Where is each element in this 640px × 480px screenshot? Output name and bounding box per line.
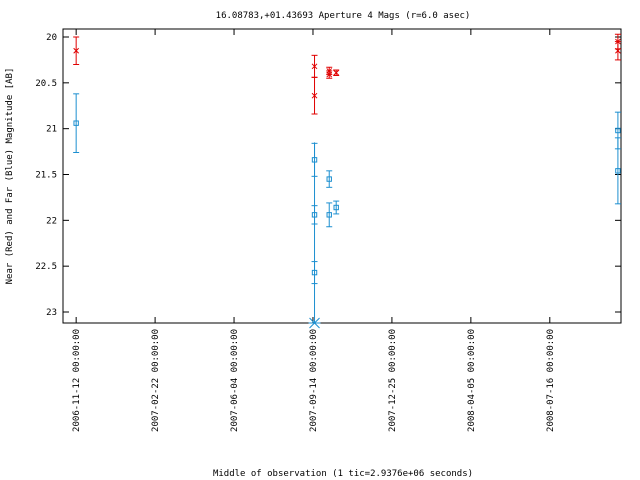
x-tick-label: 2008-07-16 00:00:00 bbox=[546, 329, 556, 432]
x-marker bbox=[311, 92, 318, 99]
far-point-7 bbox=[333, 200, 340, 215]
x-tick-label: 2006-11-12 00:00:00 bbox=[72, 329, 82, 432]
y-tick-label: 23 bbox=[46, 308, 57, 318]
chart-title: 16.08783,+01.43693 Aperture 4 Mags (r=6.… bbox=[216, 11, 471, 21]
far-point-4 bbox=[308, 317, 321, 329]
far-point-9 bbox=[614, 137, 621, 205]
far-point-3 bbox=[311, 261, 318, 285]
x-axis-label: Middle of observation (1 tic=2.9376e+06 … bbox=[213, 469, 473, 479]
near-point-5 bbox=[333, 69, 340, 76]
square-marker bbox=[333, 204, 339, 211]
square-marker bbox=[311, 157, 318, 163]
plot-area bbox=[62, 28, 622, 324]
asterisk-marker bbox=[308, 317, 321, 329]
near-point-7 bbox=[614, 41, 621, 61]
x-marker bbox=[311, 63, 318, 70]
y-tick-label: 21.5 bbox=[35, 171, 57, 181]
near-point-0 bbox=[73, 36, 80, 65]
x-tick-label: 2007-09-14 00:00:00 bbox=[309, 329, 319, 432]
far-point-5 bbox=[326, 170, 333, 188]
y-axis-label: Near (Red) and Far (Blue) Magnitude [AB] bbox=[5, 68, 15, 285]
square-marker bbox=[615, 168, 621, 174]
square-marker bbox=[326, 176, 332, 182]
y-axis: 20 20.5 21 21.5 22 22.5 23 bbox=[35, 33, 621, 318]
square-marker bbox=[326, 212, 332, 218]
x-marker bbox=[326, 71, 333, 78]
square-marker bbox=[311, 269, 318, 276]
x-axis: 2006-11-12 00:00:00 2007-02-22 00:00:00 20… bbox=[72, 29, 556, 432]
square-marker bbox=[73, 120, 79, 126]
far-point-1 bbox=[311, 142, 318, 177]
far-point-2 bbox=[311, 205, 318, 225]
x-tick-label: 2007-06-04 00:00:00 bbox=[230, 329, 240, 432]
y-tick-label: 22.5 bbox=[35, 262, 57, 272]
near-point-1 bbox=[311, 54, 318, 78]
y-tick-label: 22 bbox=[46, 216, 57, 226]
x-tick-label: 2007-02-22 00:00:00 bbox=[151, 329, 161, 432]
near-point-2 bbox=[311, 76, 318, 115]
x-marker bbox=[615, 47, 621, 54]
near-point-4 bbox=[326, 70, 333, 79]
y-tick-label: 20.5 bbox=[35, 79, 57, 89]
far-point-6 bbox=[326, 202, 333, 228]
x-tick-label: 2007-12-25 00:00:00 bbox=[388, 329, 398, 432]
square-marker bbox=[615, 127, 621, 134]
y-tick-label: 21 bbox=[46, 125, 57, 135]
y-tick-label: 20 bbox=[46, 33, 57, 43]
x-tick-label: 2008-04-05 00:00:00 bbox=[467, 329, 477, 432]
data-series bbox=[73, 33, 621, 329]
square-marker bbox=[311, 212, 318, 218]
x-marker bbox=[73, 47, 80, 54]
x-marker bbox=[333, 69, 340, 76]
far-point-0 bbox=[73, 93, 80, 153]
